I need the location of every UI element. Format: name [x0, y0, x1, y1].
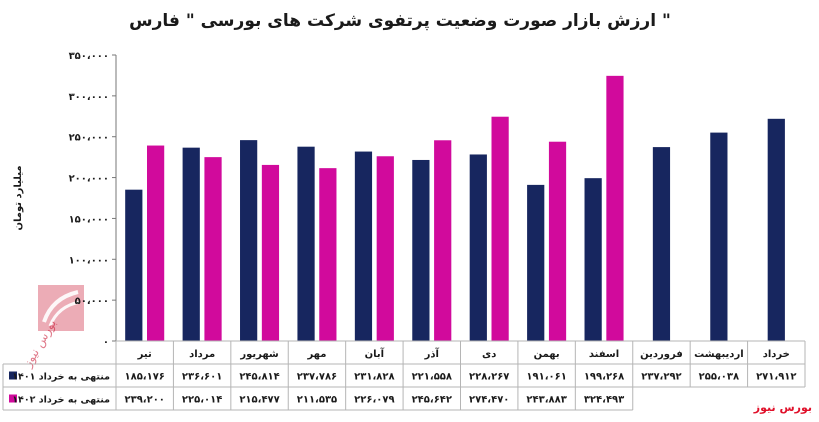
bar-series-1: [527, 184, 545, 341]
bar-series-2: [434, 140, 452, 341]
axes: ۰ ۵۰،۰۰۰ ۱۰۰،۰۰۰ ۱۵۰،۰۰۰ ۲۰۰،۰۰۰ ۲۵۰،۰۰۰ ۳۰۰،۰…: [69, 51, 117, 348]
y-tick-label: ۰: [103, 337, 109, 348]
data-label: ۲۱۵،۴۷۷: [239, 395, 279, 406]
data-label: ۲۴۵،۶۴۲: [412, 395, 452, 406]
legend-swatch: [9, 371, 17, 380]
y-tick-label: ۳۰۰،۰۰۰: [69, 92, 109, 103]
bar-series-1: [584, 178, 602, 341]
bar-series-1: [652, 147, 671, 341]
legend-label: منتهی به خرداد ۱۴۰۱: [12, 372, 110, 383]
category-label: خرداد: [763, 349, 790, 360]
category-label: مهر: [306, 349, 326, 360]
category-label: فروردین: [640, 349, 683, 360]
chart-title: ارزش بازار صورت وضعیت پرتفوی شرکت های بو…: [129, 11, 671, 31]
category-label: تیر: [137, 349, 152, 360]
bars: [125, 75, 785, 341]
bar-series-2: [376, 156, 394, 341]
data-label: ۲۳۹،۲۰۰: [124, 395, 164, 406]
data-label: ۲۵۵،۰۳۸: [699, 372, 739, 383]
bar-series-2: [319, 168, 337, 341]
category-label: آذر: [424, 347, 440, 360]
category-label: شهریور: [239, 349, 279, 360]
data-label: ۱۹۱،۰۶۱: [526, 372, 566, 383]
category-label: مرداد: [189, 349, 215, 360]
bar-series-2: [491, 116, 509, 341]
data-table: تیر مرداد شهریور مهر آبان آذر دی بهمن اسفند فرورد…: [2, 340, 806, 411]
data-label: ۲۳۶،۶۰۱: [182, 372, 222, 383]
y-axis-label: میلیارد تومان: [13, 165, 24, 230]
data-label: ۲۳۱،۸۲۸: [354, 372, 394, 383]
category-label: آبان: [365, 347, 385, 360]
data-label: ۲۲۱،۵۵۸: [412, 372, 452, 383]
bar-series-1: [767, 118, 785, 341]
data-label: ۲۳۷،۷۸۶: [297, 372, 337, 383]
bar-series-1: [240, 140, 258, 341]
y-tick-label: ۱۵۰،۰۰۰: [69, 214, 109, 225]
data-label: ۲۳۷،۲۹۲: [641, 372, 681, 383]
data-label: ۲۴۳،۸۸۳: [526, 395, 566, 406]
category-label: اسفند: [589, 349, 619, 360]
bar-series-1: [412, 159, 430, 341]
bar-series-2: [204, 157, 222, 341]
bar-series-2: [606, 75, 624, 341]
data-label: ۲۷۴،۴۷۰: [469, 395, 509, 406]
data-label: ۲۲۶،۰۷۹: [354, 395, 394, 406]
source-label: بورس نیوز: [753, 401, 812, 414]
data-label: ۱۹۹،۲۶۸: [584, 372, 624, 383]
data-label: ۱۸۵،۱۷۶: [124, 372, 164, 383]
category-label: دی: [482, 349, 496, 360]
bar-series-1: [354, 151, 373, 341]
bar-series-1: [125, 189, 143, 341]
y-tick-label: ۳۵۰،۰۰۰: [69, 51, 109, 62]
bar-series-1: [710, 132, 728, 341]
data-label: ۳۲۴،۴۹۳: [584, 395, 624, 406]
bar-series-1: [469, 154, 487, 341]
bar-series-2: [261, 164, 280, 341]
category-label: بهمن: [534, 349, 560, 360]
bar-series-1: [297, 146, 315, 341]
bar-series-2: [147, 145, 165, 341]
y-tick-label: ۲۵۰،۰۰۰: [69, 133, 109, 144]
bar-series-1: [182, 147, 200, 341]
y-tick-label: ۲۰۰،۰۰۰: [69, 174, 109, 185]
y-tick-label: ۵۰،۰۰۰: [75, 296, 109, 307]
data-label: ۲۲۵،۰۱۴: [182, 395, 222, 406]
category-label: اردیبهشت: [694, 349, 744, 360]
data-label: ۲۷۱،۹۱۲: [756, 372, 796, 383]
legend-label: منتهی به خرداد ۱۴۰۲: [12, 395, 110, 406]
data-label: ۲۱۱،۵۳۵: [297, 395, 337, 406]
bar-series-2: [548, 141, 567, 341]
y-tick-label: ۱۰۰،۰۰۰: [69, 255, 109, 266]
data-label: ۲۴۵،۸۱۴: [239, 372, 279, 383]
legend-swatch: [9, 394, 17, 403]
data-label: ۲۲۸،۲۶۷: [469, 372, 509, 383]
